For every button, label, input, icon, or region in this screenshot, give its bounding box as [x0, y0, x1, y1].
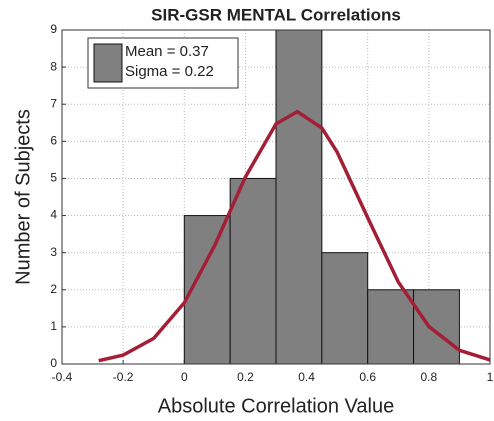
x-axis-label: Absolute Correlation Value: [158, 395, 394, 417]
x-tick-label: 0.4: [298, 370, 315, 384]
axes-box: [61, 29, 491, 365]
x-tick-label: 0: [181, 370, 188, 384]
x-tick-label: 0.2: [237, 370, 254, 384]
y-tick-label: 2: [50, 282, 57, 296]
y-axis-label: Number of Subjects: [12, 109, 34, 285]
bar: [367, 289, 415, 365]
y-tick-label: 7: [50, 96, 57, 110]
y-tick-label: 8: [50, 59, 57, 73]
legend-label: Sigma = 0.22: [125, 63, 214, 80]
y-tick-label: 0: [50, 356, 57, 370]
y-tick-label: 5: [50, 171, 57, 185]
legend-label: Mean = 0.37: [125, 43, 209, 60]
y-tick-label: 4: [50, 208, 57, 222]
x-tick-label: 0.6: [359, 370, 376, 384]
x-tick-label: 1: [487, 370, 494, 384]
y-tick-label: 6: [50, 134, 57, 148]
chart-title: SIR-GSR MENTAL Correlations: [151, 5, 401, 24]
fit-curve: [98, 109, 491, 363]
bar: [183, 215, 231, 365]
x-tick-label: -0.4: [52, 370, 73, 384]
y-tick-label: 3: [50, 245, 57, 259]
bar: [275, 29, 323, 365]
bar: [413, 289, 460, 365]
y-tick-label: 1: [50, 319, 57, 333]
legend-swatch: [93, 43, 123, 83]
bar: [321, 252, 369, 365]
x-tick-label: -0.2: [113, 370, 134, 384]
y-tick-label: 9: [50, 22, 57, 36]
bar: [229, 177, 277, 365]
x-tick-label: 0.8: [421, 370, 438, 384]
